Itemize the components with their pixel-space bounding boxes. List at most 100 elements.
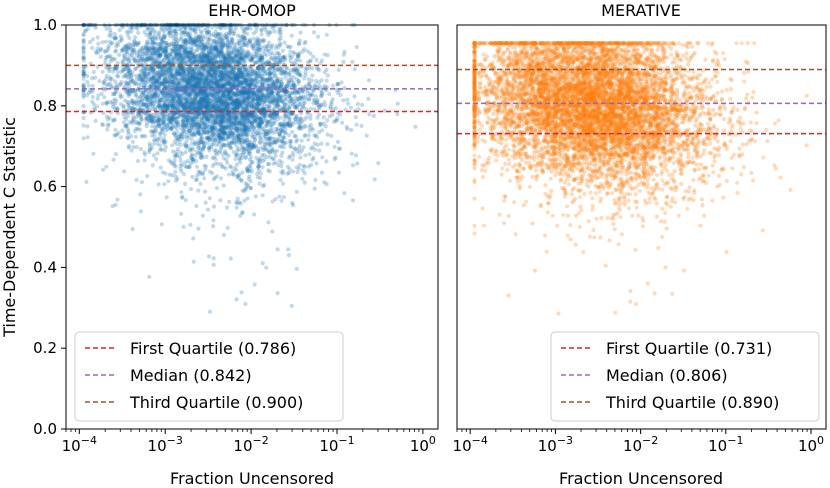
scatter-point [282, 40, 287, 45]
scatter-point [287, 154, 292, 159]
scatter-point [153, 79, 158, 84]
scatter-point [171, 57, 177, 62]
scatter-point [262, 51, 267, 57]
scatter-point [211, 256, 216, 261]
scatter-point [206, 81, 211, 86]
scatter-point [303, 153, 308, 158]
scatter-point [163, 78, 168, 83]
scatter-point [260, 193, 265, 198]
scatter-point [269, 142, 274, 147]
scatter-point [151, 142, 156, 147]
scatter-point [291, 153, 296, 158]
scatter-point [272, 79, 278, 84]
scatter-point [103, 58, 108, 63]
scatter-point [227, 127, 232, 132]
scatter-point [258, 98, 263, 103]
scatter-point [210, 61, 215, 66]
scatter-point [353, 153, 359, 158]
scatter-point [192, 55, 197, 60]
scatter-point [152, 30, 158, 35]
scatter-point [245, 182, 250, 187]
scatter-point [245, 196, 250, 201]
scatter-point [245, 31, 250, 36]
scatter-point [126, 131, 131, 136]
scatter-point [322, 52, 327, 57]
scatter-point [286, 108, 291, 113]
scatter-point [308, 122, 313, 127]
scatter-point [117, 82, 123, 87]
scatter-point [336, 170, 341, 175]
scatter-point [85, 79, 90, 84]
scatter-points-ehr-omop [81, 22, 418, 314]
scatter-point [100, 69, 105, 74]
scatter-point [177, 53, 182, 58]
scatter-point [286, 247, 291, 252]
scatter-point [256, 99, 261, 104]
scatter-point [275, 291, 280, 296]
scatter-point [137, 73, 142, 78]
scatter-point [168, 65, 173, 70]
scatter-point [206, 254, 212, 259]
scatter-point [266, 70, 271, 75]
scatter-point [366, 96, 371, 101]
scatter-point [241, 28, 246, 34]
scatter-point [81, 76, 86, 81]
scatter-point [181, 74, 186, 79]
scatter-point [264, 90, 270, 95]
scatter-point [104, 73, 109, 78]
scatter-point [256, 163, 261, 168]
scatter-point [165, 56, 171, 61]
scatter-point [308, 116, 313, 121]
scatter-point [270, 67, 275, 72]
scatter-point [194, 177, 199, 182]
scatter-point [310, 157, 315, 162]
scatter-point [267, 169, 272, 174]
scatter-point [206, 69, 211, 74]
scatter-point [349, 127, 354, 133]
scatter-point [179, 61, 184, 66]
scatter-point [320, 155, 325, 160]
scatter-point [237, 157, 242, 162]
scatter-point [189, 137, 194, 142]
scatter-point [140, 56, 145, 61]
scatter-point [135, 158, 141, 164]
scatter-point [81, 115, 86, 121]
scatter-point [297, 38, 302, 43]
scatter-point [335, 82, 340, 87]
scatter-point [212, 161, 217, 166]
scatter-point [194, 92, 199, 97]
scatter-point [194, 115, 199, 120]
scatter-point [315, 34, 321, 39]
scatter-point [200, 213, 205, 218]
scatter-point [112, 36, 117, 41]
scatter-point [103, 39, 108, 44]
scatter-point [241, 102, 246, 107]
scatter-point [214, 143, 219, 148]
scatter-point [290, 91, 295, 96]
scatter-point [153, 129, 158, 134]
scatter-point [130, 227, 135, 232]
scatter-point [227, 80, 232, 85]
scatter-point [205, 100, 210, 105]
scatter-point [154, 157, 159, 162]
scatter-point [253, 41, 258, 46]
scatter-point [256, 168, 261, 173]
scatter-point [202, 89, 207, 94]
scatter-point [298, 94, 304, 99]
scatter-point [136, 99, 141, 104]
scatter-point [190, 118, 195, 123]
scatter-point [147, 78, 152, 83]
scatter-point [319, 141, 324, 146]
scatter-point [214, 86, 219, 91]
scatter-point [133, 134, 139, 139]
scatter-point [196, 129, 201, 134]
scatter-point [211, 262, 216, 267]
scatter-point [252, 282, 257, 287]
scatter-point [324, 32, 329, 37]
scatter-point [198, 56, 204, 61]
scatter-point [289, 33, 294, 38]
scatter-point [278, 41, 283, 46]
scatter-point [230, 31, 235, 36]
scatter-point [336, 67, 341, 72]
scatter-point [178, 53, 184, 59]
